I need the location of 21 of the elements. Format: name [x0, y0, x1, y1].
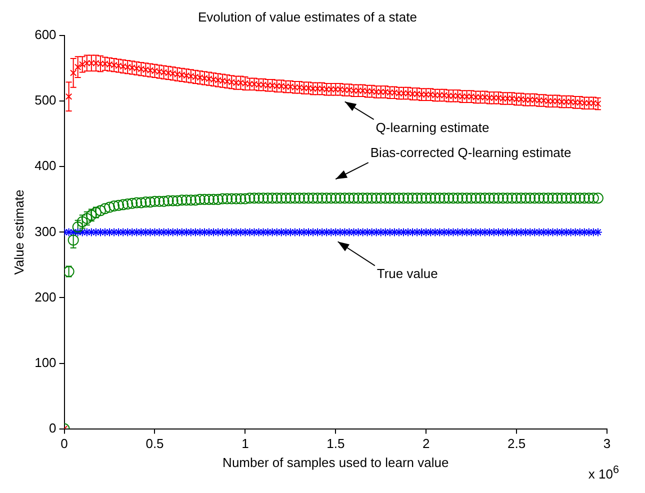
y-tick-label: 500 [34, 92, 56, 108]
y-axis-title: Value estimate [11, 190, 26, 275]
x-tick-label: 1 [242, 436, 249, 452]
y-tick-label: 0 [49, 420, 56, 436]
annotation: True value [376, 266, 438, 282]
y-tick-label: 600 [34, 27, 56, 42]
x-tick-label: 2.5 [508, 436, 526, 452]
x-tick-label: 0.5 [146, 436, 164, 452]
annotation: Q-learning estimate [376, 120, 490, 135]
x-axis-title: Number of samples used to learn value [222, 454, 449, 470]
annotation: Bias-corrected Q-learning estimate [370, 145, 572, 160]
x-tick-label: 2 [422, 436, 430, 452]
y-tick-label: 300 [34, 224, 56, 239]
y-tick-label: 100 [34, 354, 56, 370]
y-tick-label: 200 [34, 289, 56, 304]
x-tick-label: 1.5 [326, 436, 345, 452]
text: x 10$^{6}$ [588, 464, 619, 481]
chart-title: Evolution of value estimates of a state [198, 9, 417, 24]
x-tick-label: 0 [60, 436, 68, 452]
y-tick-label: 400 [34, 158, 56, 174]
x-tick-label: 3 [603, 436, 611, 452]
